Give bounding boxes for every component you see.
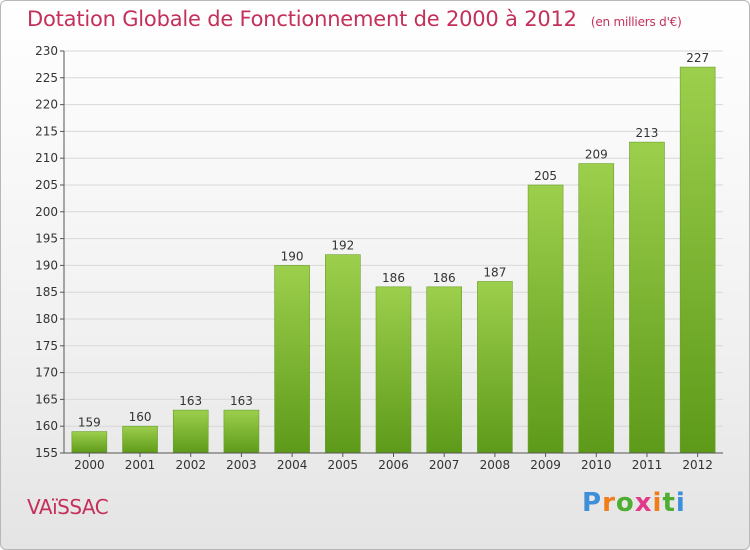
axes	[63, 51, 723, 454]
y-tick-label: 220	[35, 98, 58, 112]
x-tick-label: 2004	[277, 458, 308, 472]
logo-letter: i	[652, 488, 663, 518]
x-tick-label: 2012	[682, 458, 713, 472]
bar	[122, 425, 158, 454]
y-tick-label: 185	[35, 285, 58, 299]
y-tick-label: 165	[35, 392, 58, 406]
logo-letter: t	[662, 488, 676, 518]
bar	[578, 163, 615, 454]
data-label: 190	[281, 249, 304, 263]
bar	[71, 431, 108, 454]
logo-letter: i	[675, 488, 686, 518]
y-tick-label: 210	[35, 151, 58, 165]
y-tick-label: 160	[35, 419, 58, 433]
data-label: 163	[230, 394, 253, 408]
x-tick-label: 2007	[429, 458, 460, 472]
x-tick-label: 2009	[530, 458, 561, 472]
y-tick-label: 155	[35, 446, 58, 460]
logo-letter: x	[634, 488, 653, 518]
x-tick-label: 2000	[74, 458, 105, 472]
y-tick-label: 215	[35, 124, 58, 138]
data-label: 213	[636, 126, 659, 140]
x-tick-label: 2001	[125, 458, 156, 472]
x-tick-label: 2002	[175, 458, 206, 472]
x-axis-ticks: 2000 2001 2002 2003 2004 2005 2006 2007 2008 2009…	[74, 453, 713, 472]
chart-unit: (en milliers d'€)	[590, 15, 682, 29]
y-tick-label: 175	[35, 339, 58, 353]
data-label: 187	[483, 265, 506, 279]
bar	[426, 286, 462, 454]
y-tick-label: 200	[35, 205, 58, 219]
x-tick-label: 2010	[581, 458, 612, 472]
y-tick-label: 170	[35, 366, 58, 380]
data-label: 163	[179, 394, 202, 408]
chart-title: Dotation Globale de Fonctionnement de 20…	[27, 7, 682, 31]
x-tick-label: 2011	[632, 458, 663, 472]
bars	[71, 66, 716, 454]
proxiti-logo: Proxiti	[582, 488, 686, 518]
data-label: 209	[585, 148, 608, 162]
bar	[679, 66, 716, 454]
data-label: 205	[534, 169, 557, 183]
data-label: 186	[433, 271, 456, 285]
data-label: 159	[78, 416, 101, 430]
x-tick-label: 2003	[226, 458, 257, 472]
y-tick-label: 195	[35, 232, 58, 246]
logo-letter: P	[582, 488, 603, 518]
logo-letter: o	[615, 488, 635, 518]
bar	[527, 184, 564, 454]
data-label: 192	[331, 239, 354, 253]
logo-letter: r	[602, 488, 616, 518]
y-axis-ticks: 155 160 165 170 175 180 185 190 195 200 205 210 215 2…	[35, 44, 64, 460]
commune-name: VAïSSAC	[27, 495, 109, 519]
bar	[629, 141, 665, 454]
x-tick-label: 2008	[480, 458, 511, 472]
y-tick-label: 205	[35, 178, 58, 192]
y-tick-label: 180	[35, 312, 58, 326]
y-tick-label: 190	[35, 258, 58, 272]
data-labels: 159 160 163 163 190 192 186 186 187 205 209 213 227	[78, 51, 709, 429]
bar	[325, 254, 361, 454]
x-tick-label: 2006	[378, 458, 409, 472]
bar	[274, 265, 310, 454]
x-tick-label: 2005	[328, 458, 359, 472]
y-tick-label: 230	[35, 44, 58, 58]
bar	[172, 409, 209, 454]
bar	[477, 281, 513, 454]
bar	[375, 286, 412, 454]
data-label: 160	[129, 410, 152, 424]
data-label: 227	[686, 51, 709, 65]
bar	[223, 409, 260, 454]
data-label: 186	[382, 271, 405, 285]
chart-title-text: Dotation Globale de Fonctionnement de 20…	[27, 7, 577, 31]
y-tick-label: 225	[35, 71, 58, 85]
